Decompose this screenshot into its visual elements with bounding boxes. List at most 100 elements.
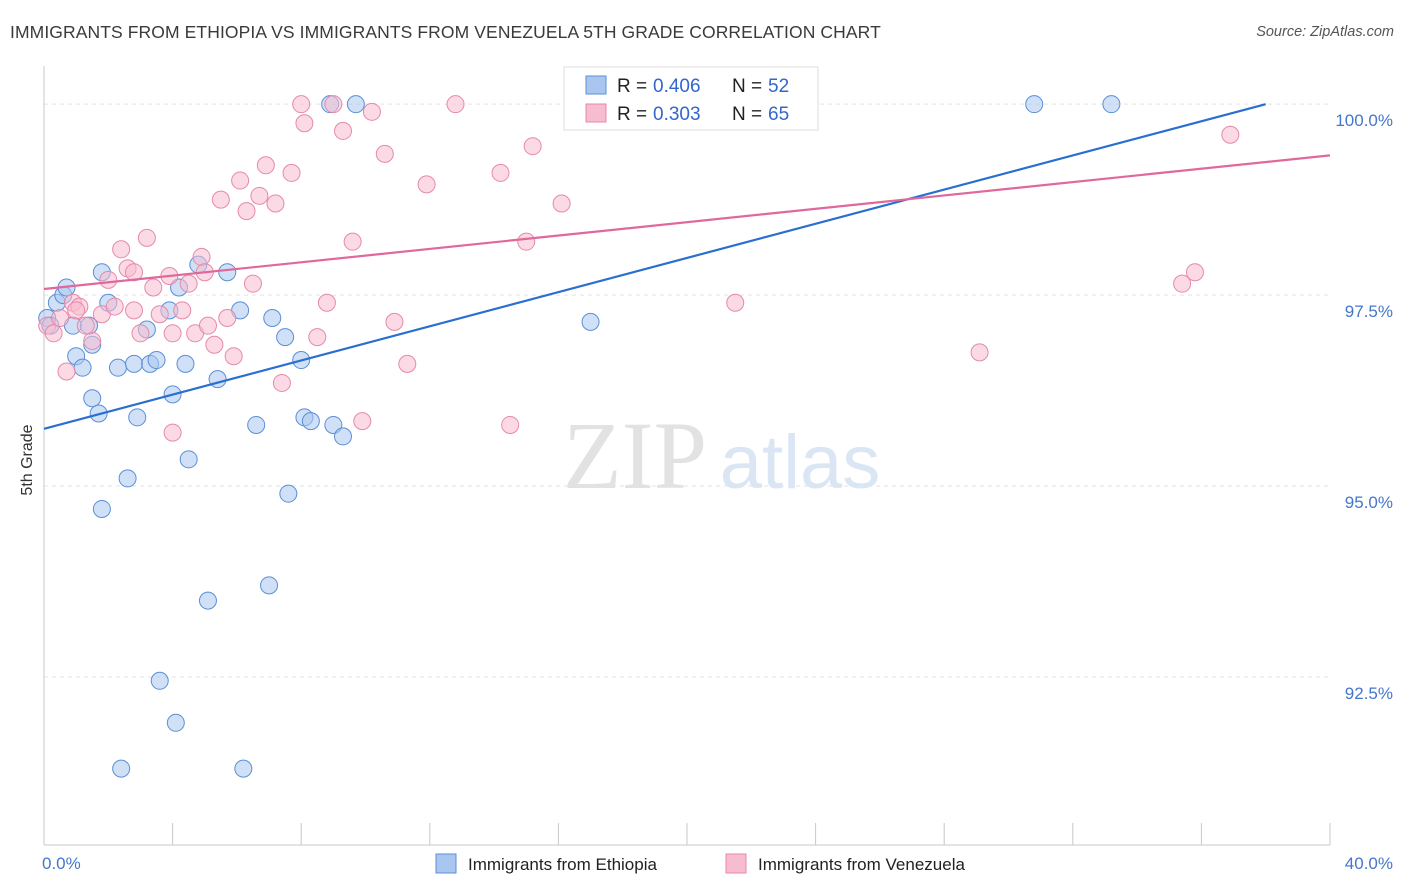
point-ethiopia-33 [234, 759, 253, 778]
point-ethiopia-38 [279, 484, 298, 503]
point-venezuela-7 [83, 331, 102, 350]
point-venezuela-21 [179, 274, 198, 293]
point-venezuela-62 [163, 324, 182, 343]
chart-title: IMMIGRANTS FROM ETHIOPIA VS IMMIGRANTS F… [10, 22, 881, 42]
x-tick-labels: 0.0% 40.0% [42, 854, 1393, 873]
point-venezuela-23 [192, 247, 211, 266]
point-venezuela-10 [105, 297, 124, 316]
point-venezuela-59 [1185, 263, 1204, 282]
point-venezuela-52 [501, 415, 520, 434]
stats-r-value-ethiopia: 0.406 [653, 76, 701, 97]
point-ethiopia-43 [324, 415, 343, 434]
point-venezuela-47 [385, 312, 404, 331]
point-venezuela-57 [970, 343, 989, 362]
watermark: ZIP atlas [563, 402, 880, 509]
point-ethiopia-18 [125, 354, 144, 373]
point-venezuela-19 [163, 423, 182, 442]
stats-legend-swatch-venezuela [585, 103, 607, 123]
point-venezuela-25 [205, 335, 224, 354]
point-ethiopia-19 [128, 408, 147, 427]
point-venezuela-15 [137, 228, 156, 247]
point-ethiopia-34 [247, 415, 266, 434]
point-ethiopia-17 [118, 469, 137, 488]
y-tick-label-1: 95.0% [1345, 493, 1393, 512]
legend-swatch-ethiopia [435, 853, 457, 874]
stats-n-value-ethiopia: 52 [768, 76, 789, 97]
point-ethiopia-45 [346, 95, 365, 114]
bottom-legend: Immigrants from Ethiopia Immigrants from… [435, 853, 965, 874]
point-ethiopia-7 [73, 358, 92, 377]
point-ethiopia-16 [112, 759, 131, 778]
point-ethiopia-46 [581, 312, 600, 331]
point-venezuela-46 [375, 144, 394, 163]
point-ethiopia-29 [198, 591, 217, 610]
point-ethiopia-49 [1102, 95, 1121, 114]
point-venezuela-60 [1221, 125, 1240, 144]
point-venezuela-27 [218, 309, 237, 328]
stats-r-value-venezuela: 0.303 [653, 104, 701, 125]
point-venezuela-45 [362, 102, 381, 121]
point-venezuela-34 [266, 194, 285, 213]
point-venezuela-38 [295, 114, 314, 133]
point-venezuela-55 [552, 194, 571, 213]
point-ethiopia-44 [333, 427, 352, 446]
point-venezuela-35 [272, 373, 291, 392]
point-venezuela-24 [198, 316, 217, 335]
point-venezuela-49 [417, 175, 436, 194]
point-ethiopia-12 [92, 499, 111, 518]
point-ethiopia-27 [179, 450, 198, 469]
point-venezuela-20 [173, 301, 192, 320]
grid-lines [44, 103, 1330, 678]
trend-lines [43, 103, 1331, 430]
x-tick-label-1: 40.0% [1345, 854, 1393, 873]
point-venezuela-50 [446, 95, 465, 114]
point-venezuela-14 [131, 324, 150, 343]
point-ethiopia-41 [301, 412, 320, 431]
point-venezuela-9 [99, 270, 118, 289]
point-ethiopia-50 [166, 713, 185, 732]
point-venezuela-61 [67, 301, 86, 320]
point-ethiopia-22 [147, 351, 166, 370]
point-venezuela-11 [112, 240, 131, 259]
legend-label-venezuela: Immigrants from Venezuela [758, 855, 965, 874]
stats-r-label-venezuela: R = [617, 104, 647, 125]
point-ethiopia-10 [83, 389, 102, 408]
x-tick-label-0: 0.0% [42, 854, 81, 873]
point-venezuela-37 [292, 95, 311, 114]
point-ethiopia-51 [176, 354, 195, 373]
point-venezuela-54 [523, 137, 542, 156]
axes [43, 66, 1331, 846]
point-ethiopia-36 [263, 309, 282, 328]
point-venezuela-48 [398, 354, 417, 373]
point-venezuela-36 [282, 163, 301, 182]
y-tick-label-0: 92.5% [1345, 684, 1393, 703]
legend-swatch-venezuela [725, 853, 747, 874]
stats-n-value-venezuela: 65 [768, 104, 789, 125]
point-venezuela-39 [308, 328, 327, 347]
point-venezuela-31 [243, 274, 262, 293]
point-venezuela-1 [44, 324, 63, 343]
point-venezuela-51 [491, 163, 510, 182]
stats-n-label-ethiopia: N = [732, 76, 762, 97]
watermark-atlas: atlas [720, 420, 881, 505]
point-venezuela-41 [324, 95, 343, 114]
point-venezuela-58 [1173, 274, 1192, 293]
point-ethiopia-15 [108, 358, 127, 377]
point-ethiopia-35 [260, 576, 279, 595]
series-venezuela-points [38, 95, 1240, 442]
point-venezuela-32 [250, 186, 269, 205]
trend-line-venezuela [43, 154, 1331, 291]
point-ethiopia-48 [1025, 95, 1044, 114]
y-axis-label: 5th Grade [19, 424, 36, 495]
point-venezuela-26 [211, 190, 230, 209]
point-venezuela-2 [51, 309, 70, 328]
point-venezuela-42 [333, 121, 352, 140]
point-venezuela-33 [256, 156, 275, 175]
legend-label-ethiopia: Immigrants from Ethiopia [468, 855, 657, 874]
point-venezuela-43 [343, 232, 362, 251]
point-venezuela-56 [726, 293, 745, 312]
point-venezuela-16 [144, 278, 163, 297]
point-ethiopia-31 [218, 263, 237, 282]
source-label: Source: ZipAtlas.com [1256, 24, 1394, 40]
